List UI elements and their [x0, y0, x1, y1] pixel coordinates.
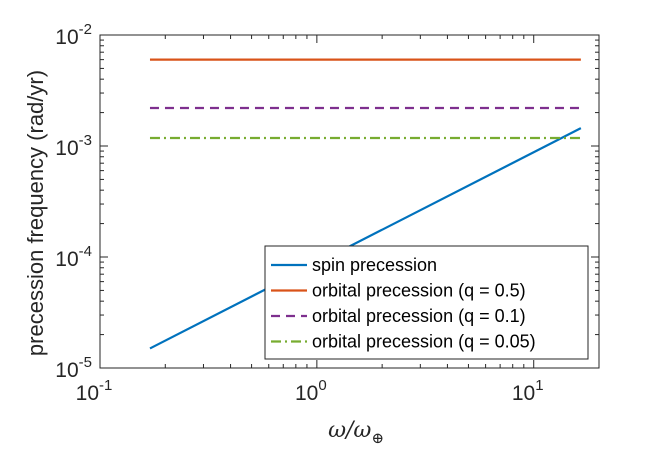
legend: spin precession orbital precession (q = 0… [264, 245, 589, 360]
plot-frame [99, 34, 600, 369]
y-tick-label: 10-5 [55, 354, 92, 382]
x-axis-title: ω/ω⊕ [328, 418, 384, 447]
legend-label: orbital precession (q = 0.5) [312, 281, 526, 301]
x-axis-title-main: ω/ω [328, 418, 371, 443]
legend-box [264, 245, 589, 360]
y-tick-label: 10-3 [55, 132, 92, 160]
x-tick-label: 101 [512, 377, 544, 405]
series-layer [149, 58, 582, 350]
legend-label: orbital precession (q = 0.1) [312, 306, 526, 326]
legend-label: spin precession [312, 255, 437, 275]
y-axis-title: precession frequency (rad/yr) [23, 70, 48, 356]
series-line-spin-precession [149, 127, 582, 350]
x-tick-label: 100 [295, 377, 327, 405]
tick-labels: 10-1 100 101 10-5 10-4 10-3 10-2 [55, 21, 543, 405]
y-tick-label: 10-4 [55, 243, 92, 271]
x-tick-label: 10-1 [76, 377, 113, 405]
y-tick-label: 10-2 [55, 21, 92, 49]
legend-label: orbital precession (q = 0.05) [312, 332, 536, 352]
x-axis-title-sub: ⊕ [371, 429, 384, 447]
